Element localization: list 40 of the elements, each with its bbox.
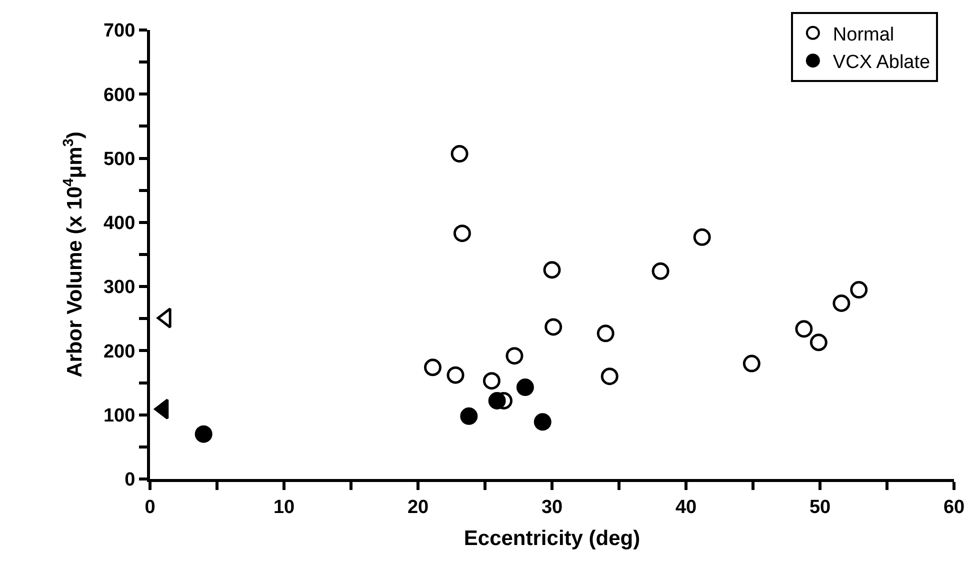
point (544, 318, 562, 336)
legend-label: Normal (832, 24, 894, 46)
y-tick-label: 200 (103, 341, 136, 362)
point (596, 324, 614, 342)
point (742, 354, 760, 372)
point (506, 347, 524, 365)
point (693, 228, 711, 246)
point (600, 368, 618, 386)
x-tick-label: 0 (144, 496, 156, 518)
point (482, 372, 500, 390)
point (795, 320, 813, 338)
point (534, 413, 552, 431)
y-tick-label: 400 (103, 213, 136, 234)
x-tick-label: 60 (943, 496, 965, 518)
y-tick-label: 600 (103, 84, 136, 106)
point (450, 145, 468, 163)
point (488, 392, 506, 410)
x-tick-label: 20 (407, 496, 429, 518)
point (424, 358, 442, 376)
x-tick-label: 10 (273, 496, 295, 518)
legend-label: VCX Ablate (832, 52, 930, 73)
point (652, 262, 670, 280)
point (453, 224, 471, 242)
point (460, 407, 478, 425)
x-tick-label: 30 (541, 496, 563, 518)
point (832, 294, 850, 312)
y-tick-label: 500 (103, 148, 136, 170)
point (850, 281, 868, 299)
x-tick-label: 50 (809, 496, 831, 518)
point (810, 334, 828, 352)
point (516, 378, 534, 396)
x-axis-title: Eccentricity (deg) (464, 527, 640, 550)
x-tick-label: 40 (675, 496, 697, 518)
y-tick-label: 0 (124, 470, 136, 491)
y-tick-label: 700 (103, 20, 136, 42)
point (543, 261, 561, 279)
point (446, 366, 464, 384)
y-tick-label: 100 (103, 406, 136, 427)
y-tick-label: 300 (103, 277, 136, 298)
point (194, 425, 212, 443)
